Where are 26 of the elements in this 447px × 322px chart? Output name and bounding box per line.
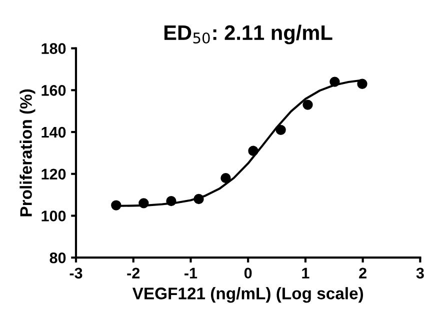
y-tick-label: 100 xyxy=(42,210,66,222)
point xyxy=(357,78,368,89)
point xyxy=(302,100,313,110)
x-axis-title: VEGF121 (ng/mL) (Log scale) xyxy=(132,287,364,303)
point xyxy=(166,196,176,206)
x-tick-label: 2 xyxy=(359,268,366,278)
x-tick-label: -3 xyxy=(70,268,82,279)
point xyxy=(276,124,286,136)
x-tick-label: -2 xyxy=(127,268,140,278)
chart-title: ED$_{50}$: 2.11 ng/mL xyxy=(164,24,332,44)
y-axis-title: Proliferation (%) xyxy=(20,89,36,216)
x-tick-label: 3 xyxy=(416,268,424,279)
x-tick-label: -1 xyxy=(184,268,198,278)
point xyxy=(138,198,149,208)
point xyxy=(194,194,204,204)
y-tick-label: 140 xyxy=(42,126,66,138)
x-tick-label: 0 xyxy=(244,268,252,279)
point xyxy=(248,146,258,156)
x-tick-label: 1 xyxy=(302,268,310,278)
y-tick-label: 80 xyxy=(50,252,66,264)
y-tick-label: 180 xyxy=(42,43,66,54)
point xyxy=(330,76,340,87)
point xyxy=(111,200,122,210)
y-tick-label: 120 xyxy=(42,168,66,180)
y-tick-label: 160 xyxy=(42,85,66,96)
point xyxy=(220,172,231,184)
